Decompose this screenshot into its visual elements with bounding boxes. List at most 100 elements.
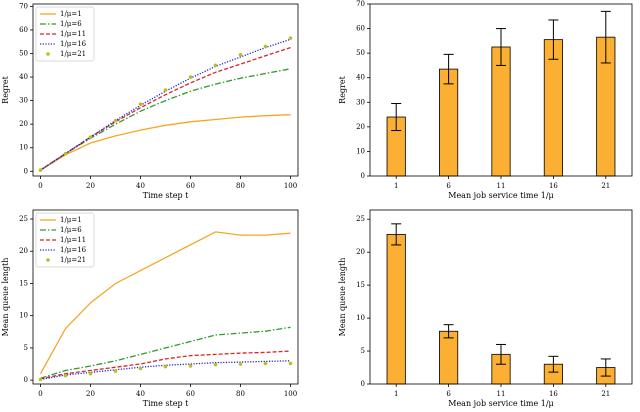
- legend-label: 1/μ=16: [60, 246, 87, 254]
- error-bar: [600, 10, 611, 64]
- x-tick-label: 100: [284, 390, 297, 398]
- marker: [63, 373, 68, 378]
- legend: 1/μ=1 1/μ=6 1/μ=11 1/μ=16 1/μ=21: [35, 212, 95, 268]
- marker: [38, 168, 43, 172]
- x-tick-label: 60: [186, 182, 195, 190]
- y-tick-label: 10: [19, 312, 28, 320]
- axes-frame: [369, 3, 633, 177]
- x-tick-label: 6: [446, 390, 451, 398]
- y-tick-label: 20: [19, 120, 28, 128]
- marker: [113, 118, 118, 123]
- panel: 0 10 20 30 40 50 60 70 Mean job service time 1/μ…: [338, 0, 633, 200]
- y-tick-label: 50: [19, 49, 28, 57]
- y-tick-label: 60: [19, 26, 28, 34]
- error-bar: [548, 355, 559, 373]
- x-tick-label: 11: [497, 390, 506, 398]
- bar: [439, 330, 459, 385]
- marker: [88, 135, 93, 139]
- marker: [63, 151, 68, 156]
- y-tick-label: 5: [361, 347, 365, 355]
- x-tick-label: 20: [86, 390, 95, 398]
- y-tick-label: 15: [19, 279, 28, 287]
- x-tick-label: 20: [86, 182, 95, 190]
- x-tick-label: 80: [236, 390, 245, 398]
- x-tick-label: 11: [497, 182, 506, 190]
- x-tick-label: 1: [394, 390, 398, 398]
- y-tick-label: 0: [24, 376, 28, 384]
- legend-label: 1/μ=21: [60, 50, 86, 58]
- legend-marker: [46, 258, 50, 262]
- bar: [491, 46, 511, 177]
- x-tick-label: 80: [236, 182, 245, 190]
- axes-frame: [32, 3, 299, 177]
- marker: [188, 364, 193, 368]
- x-axis-label: Mean job service time 1/μ: [448, 399, 553, 408]
- error-bar: [391, 103, 402, 132]
- y-tick-label: 5: [24, 344, 28, 352]
- x-tick-label: 21: [601, 390, 610, 398]
- error-bar: [391, 223, 402, 246]
- marker: [263, 44, 268, 49]
- legend-label: 1/μ=1: [60, 216, 82, 224]
- error-bar: [443, 53, 454, 85]
- x-tick-label: 0: [38, 390, 42, 398]
- series-line: [40, 360, 291, 381]
- legend-label: 1/μ=11: [60, 236, 86, 244]
- axes-frame: [369, 209, 633, 385]
- bar: [439, 68, 459, 177]
- error-bar: [548, 19, 559, 60]
- y-tick-label: 30: [19, 97, 28, 105]
- error-bar: [443, 324, 454, 339]
- marker: [138, 366, 143, 371]
- marker: [263, 361, 268, 366]
- legend-label: 1/μ=1: [60, 10, 82, 18]
- error-bar: [600, 358, 611, 377]
- y-tick-label: 10: [356, 147, 365, 155]
- y-tick-label: 20: [19, 247, 28, 255]
- legend-label: 1/μ=6: [60, 226, 82, 234]
- y-axis-label: Mean queue length: [338, 258, 347, 337]
- y-tick-label: 40: [356, 74, 365, 82]
- legend: 1/μ=1 1/μ=6 1/μ=11 1/μ=16 1/μ=21: [35, 6, 95, 62]
- y-axis-label: Regret: [1, 75, 10, 103]
- x-tick-label: 40: [136, 182, 145, 190]
- marker: [288, 361, 293, 366]
- y-tick-label: 0: [361, 172, 365, 180]
- x-tick-label: 16: [549, 182, 558, 190]
- series-line: [40, 114, 291, 171]
- marker: [138, 102, 143, 106]
- axes-frame: [32, 209, 299, 385]
- marker: [238, 362, 243, 366]
- x-axis-label: Mean job service time 1/μ: [448, 191, 553, 200]
- y-tick-label: 10: [356, 314, 365, 322]
- x-tick-label: 100: [284, 182, 297, 190]
- marker: [288, 36, 293, 40]
- y-tick-label: 25: [356, 215, 365, 223]
- x-tick-label: 0: [38, 182, 42, 190]
- panel: 0 10 20 30 40 50 60 70 Time step t Regret 0 20 40 60 8…: [1, 2, 299, 200]
- marker: [238, 52, 243, 57]
- marker: [113, 369, 118, 373]
- legend-marker: [46, 52, 50, 56]
- series-line: [40, 350, 291, 380]
- x-axis-label: Time step t: [143, 399, 189, 408]
- series-line: [40, 46, 291, 171]
- y-tick-label: 50: [356, 49, 365, 57]
- legend-box: [35, 212, 95, 268]
- legend-label: 1/μ=21: [60, 256, 86, 264]
- y-tick-label: 70: [19, 2, 28, 10]
- series-line: [39, 231, 291, 375]
- y-tick-label: 0: [361, 380, 365, 388]
- x-tick-label: 1: [394, 182, 398, 190]
- marker: [213, 362, 218, 367]
- y-tick-label: 25: [19, 215, 28, 223]
- legend-label: 1/μ=16: [60, 40, 87, 48]
- panel: 0 5 10 15 20 25 Time step t Mean queue length 0 2…: [1, 209, 299, 408]
- x-axis-label: Time step t: [143, 191, 189, 200]
- x-tick-label: 60: [186, 390, 195, 398]
- error-bar: [496, 343, 506, 365]
- legend-label: 1/μ=11: [60, 30, 86, 38]
- y-tick-label: 0: [24, 167, 28, 175]
